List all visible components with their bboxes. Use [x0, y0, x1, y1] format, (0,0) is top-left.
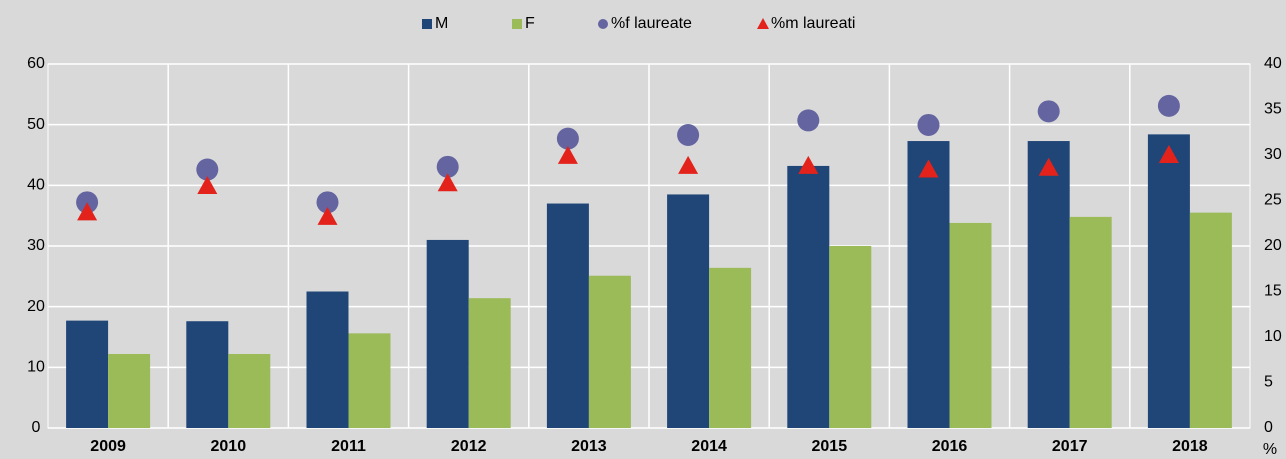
legend-swatch — [598, 19, 608, 29]
y-tick-label: 60 — [27, 55, 45, 72]
y2-tick-label: 15 — [1264, 283, 1282, 300]
marker-circle — [436, 155, 459, 178]
marker-triangle — [197, 175, 218, 194]
x-tick-label: 2009 — [90, 438, 126, 455]
marker-circle — [76, 191, 99, 214]
x-tick-label: 2015 — [812, 438, 848, 455]
legend-label: %m laureati — [771, 15, 855, 32]
marker-circle — [917, 113, 940, 136]
bar — [709, 267, 752, 428]
legend-label: M — [435, 15, 448, 32]
bar — [829, 246, 872, 428]
bar — [468, 298, 511, 428]
x-tick-label: 2016 — [932, 438, 968, 455]
x-tick-label: 2012 — [451, 438, 487, 455]
marker-circle — [677, 123, 700, 146]
y-tick-label: 10 — [27, 359, 45, 376]
marker-circle — [196, 158, 219, 181]
bar — [348, 333, 391, 428]
marker-circle — [316, 191, 339, 214]
legend-swatch — [757, 18, 769, 29]
marker-circle — [1157, 94, 1180, 117]
x-tick-label: 2010 — [211, 438, 247, 455]
bar — [1147, 134, 1190, 428]
bar — [546, 203, 589, 428]
bar — [1189, 212, 1232, 428]
bar — [1069, 216, 1112, 428]
y2-axis-label: % — [1263, 441, 1277, 458]
y-tick-label: 0 — [32, 419, 41, 436]
marker-triangle — [918, 159, 939, 178]
y-tick-label: 30 — [27, 237, 45, 254]
y2-tick-label: 0 — [1264, 419, 1273, 436]
legend-swatch — [512, 19, 522, 29]
marker-triangle — [557, 145, 578, 164]
marker-triangle — [1158, 145, 1179, 163]
marker-triangle — [317, 206, 338, 225]
marker-triangle — [1038, 157, 1059, 176]
x-tick-label: 2014 — [691, 438, 727, 455]
y2-tick-label: 5 — [1264, 374, 1273, 391]
bar — [66, 320, 109, 428]
marker-triangle — [437, 173, 458, 192]
bar — [1027, 141, 1070, 428]
y2-tick-label: 20 — [1264, 237, 1282, 254]
x-tick-label: 2013 — [571, 438, 607, 455]
y-tick-label: 50 — [27, 116, 45, 133]
marker-circle — [797, 109, 820, 132]
bar — [228, 353, 271, 428]
bar — [949, 222, 992, 428]
legend-label: F — [525, 15, 535, 32]
bar — [426, 239, 469, 428]
x-tick-label: 2018 — [1172, 438, 1208, 455]
y-tick-label: 20 — [27, 298, 45, 315]
marker-triangle — [77, 202, 98, 221]
bar — [108, 353, 151, 428]
y2-tick-label: 40 — [1264, 55, 1282, 72]
legend-label: %f laureate — [611, 15, 692, 32]
bar — [186, 321, 229, 428]
bar — [588, 275, 631, 428]
bar — [667, 194, 710, 428]
x-tick-label: 2017 — [1052, 438, 1088, 455]
legend-swatch — [422, 19, 432, 29]
marker-triangle — [678, 155, 699, 174]
x-tick-label: 2011 — [331, 438, 366, 455]
y2-tick-label: 30 — [1264, 146, 1282, 163]
y2-tick-label: 10 — [1264, 328, 1282, 345]
bar — [306, 291, 349, 428]
bar — [907, 141, 950, 428]
marker-circle — [1037, 100, 1060, 123]
marker-circle — [556, 127, 579, 150]
y2-tick-label: 25 — [1264, 192, 1282, 209]
marker-triangle — [798, 155, 819, 174]
bar — [787, 165, 830, 429]
y-tick-label: 40 — [27, 177, 45, 194]
y2-tick-label: 35 — [1264, 101, 1282, 118]
